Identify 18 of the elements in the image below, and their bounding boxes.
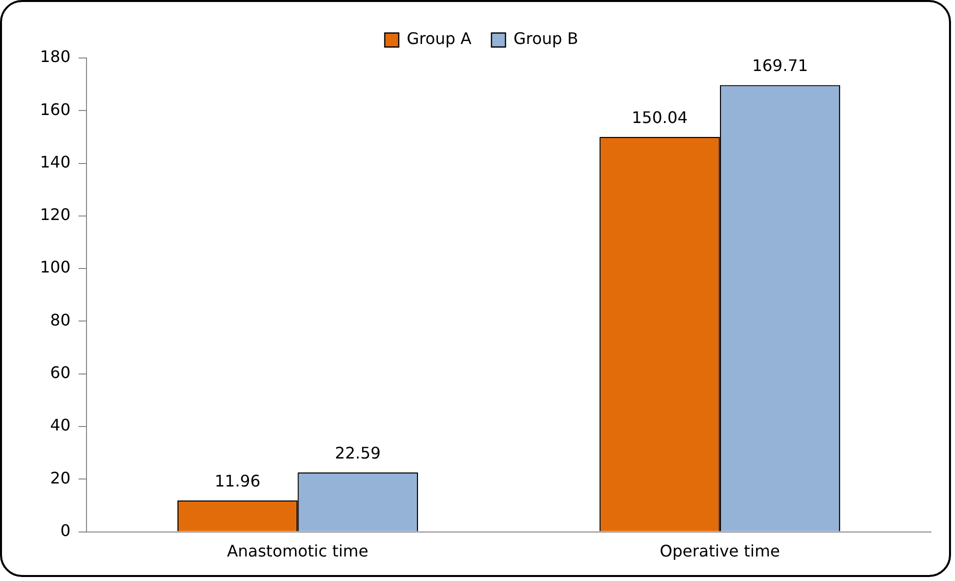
legend-label: Group B [513,29,578,48]
y-tick-label: 40 [50,416,71,435]
data-label: 22.59 [334,443,381,462]
x-tick-label: Anastomotic time [226,542,368,561]
y-tick-label: 180 [40,47,71,66]
data-label: 169.71 [752,56,808,76]
y-tick-label: 120 [40,205,71,224]
y-tick-label: 100 [40,258,71,277]
data-label: 11.96 [214,471,260,490]
y-tick-label: 20 [50,468,71,488]
y-tick-label: 60 [50,363,71,382]
y-tick-label: 80 [50,310,71,330]
y-tick-label: 0 [60,520,71,540]
legend-label: Group A [406,29,472,48]
y-tick-label: 140 [40,152,71,172]
data-label: 150.04 [632,108,688,128]
x-tick-label: Operative time [660,542,780,561]
y-tick-label: 160 [40,100,71,119]
